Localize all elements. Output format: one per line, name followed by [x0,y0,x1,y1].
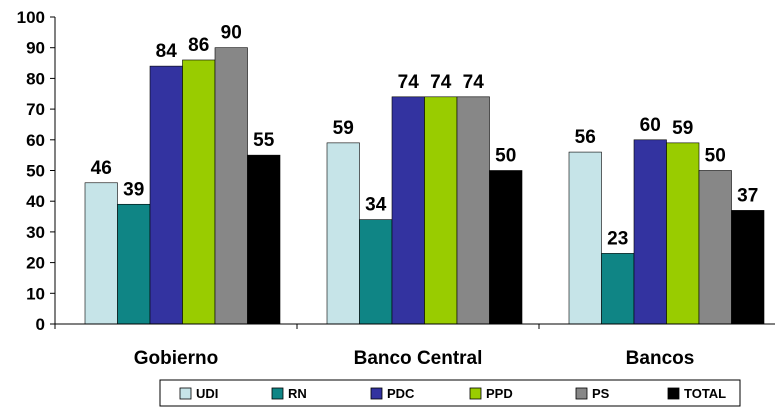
data-label: 39 [123,179,144,200]
legend-label-udi: UDI [196,386,218,401]
bar-rn-1 [359,219,393,325]
data-label: 23 [607,228,628,249]
bar-ps-2 [698,170,732,325]
legend-box [159,379,741,407]
bar-rn-2 [601,253,635,325]
data-label: 50 [705,146,726,167]
legend-swatch-ps [575,387,588,400]
category-label: Gobierno [134,348,218,369]
data-label: 46 [91,158,112,179]
legend-swatch-total [667,387,680,400]
category-label: Banco Central [354,348,483,369]
bar-total-2 [731,210,765,325]
bars [84,47,765,325]
bar-total-1 [489,170,523,325]
bar-udi-2 [568,151,602,325]
data-label: 56 [575,127,596,148]
legend-label-rn: RN [288,386,307,401]
legend: UDI RN PDC PPD PS TOTAL [159,379,741,407]
bar-ps-1 [456,96,490,325]
data-labels: 46 39 84 86 90 55 59 34 74 74 74 50 56 23 60 59 50 37 [91,23,759,250]
y-tick-label: 30 [26,223,45,242]
y-tick-label: 80 [26,69,45,88]
bar-ppd-2 [666,142,700,325]
data-label: 84 [156,41,178,62]
bar-pdc-2 [633,139,667,325]
bar-ppd-1 [424,96,458,325]
y-tick-label: 90 [26,39,45,58]
y-tick-label: 40 [26,192,45,211]
y-tick-label: 10 [26,284,45,303]
data-label: 59 [333,118,354,139]
data-label: 60 [640,115,661,136]
data-label: 34 [365,195,387,216]
bar-ppd-0 [182,59,216,325]
y-tick-label: 60 [26,131,45,150]
data-label: 90 [221,23,242,44]
y-axis: 0 10 20 30 40 50 60 70 80 90 100 [17,8,56,334]
data-label: 55 [253,130,275,151]
data-label: 74 [398,72,420,93]
y-tick-label: 0 [36,315,45,334]
bar-udi-0 [84,182,118,325]
bar-udi-1 [326,142,360,325]
legend-swatch-rn [271,387,284,400]
legend-label-total: TOTAL [684,386,726,401]
data-label: 74 [463,72,485,93]
y-tick-label: 20 [26,254,45,273]
category-label: Bancos [626,348,695,369]
y-tick-label: 70 [26,100,45,119]
y-tick-label: 50 [26,162,45,181]
legend-swatch-udi [179,387,192,400]
legend-label-ps: PS [592,386,610,401]
legend-swatch-pdc [370,387,383,400]
y-tick-label: 100 [17,8,45,27]
legend-label-ppd: PPD [486,386,513,401]
bar-total-0 [247,154,281,325]
bar-rn-0 [117,203,151,325]
x-axis: Gobierno Banco Central Bancos [54,323,775,369]
data-label: 74 [430,72,452,93]
data-label: 59 [672,118,693,139]
bar-pdc-1 [391,96,425,325]
data-label: 50 [495,146,516,167]
data-label: 37 [737,185,758,206]
data-label: 86 [188,35,209,56]
legend-label-pdc: PDC [387,386,415,401]
legend-swatch-ppd [469,387,482,400]
bar-pdc-0 [149,65,183,325]
bar-ps-0 [214,47,248,325]
